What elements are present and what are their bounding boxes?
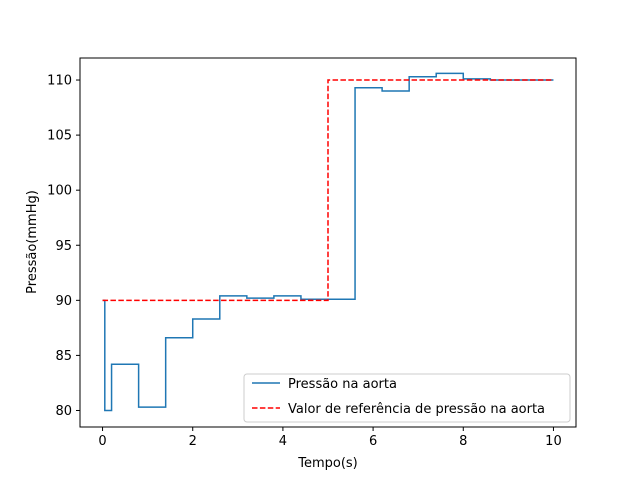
y-tick-label: 105	[47, 129, 72, 144]
x-tick-label: 2	[189, 434, 197, 449]
legend-label-aorta: Pressão na aorta	[288, 377, 397, 392]
legend-box	[243, 373, 571, 423]
y-tick-label: 110	[47, 74, 72, 89]
series-line-0	[102, 72, 554, 412]
y-tick-label: 90	[55, 294, 72, 309]
y-tick-label: 80	[55, 404, 72, 419]
y-tick-label: 95	[55, 239, 72, 254]
x-tick-label: 10	[545, 434, 562, 449]
x-axis-ticks: 0 2 4 6 8 10	[98, 427, 562, 449]
x-tick-label: 8	[459, 434, 467, 449]
x-tick-label: 6	[369, 434, 377, 449]
x-tick-label: 4	[279, 434, 287, 449]
plot-lines	[102, 72, 554, 412]
y-axis-ticks: 80 85 90 95 100 105 110	[47, 74, 80, 419]
x-axis-label: Tempo(s)	[297, 456, 358, 471]
y-tick-label: 100	[47, 184, 72, 199]
legend-label-reference: Valor de referência de pressão na aorta	[288, 402, 545, 417]
legend: Pressão na aorta Valor de referência de …	[243, 373, 571, 423]
y-tick-label: 85	[55, 349, 72, 364]
plot-frame	[79, 57, 577, 428]
series-line-1	[102, 79, 554, 302]
y-axis-label: Pressão(mmHg)	[25, 190, 40, 294]
x-tick-label: 0	[98, 434, 106, 449]
